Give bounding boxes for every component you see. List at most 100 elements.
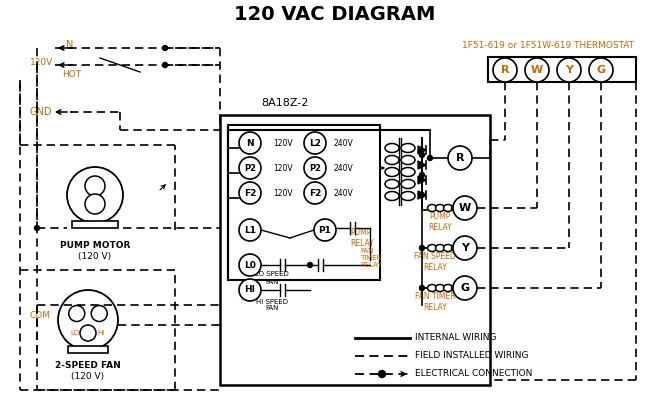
Text: G: G xyxy=(460,283,470,293)
Circle shape xyxy=(163,46,168,51)
Text: 240V: 240V xyxy=(333,139,353,147)
Text: GND: GND xyxy=(30,107,52,117)
Ellipse shape xyxy=(452,245,460,251)
Ellipse shape xyxy=(444,285,452,292)
Ellipse shape xyxy=(427,204,436,212)
Text: FIELD INSTALLED WIRING: FIELD INSTALLED WIRING xyxy=(415,352,529,360)
Text: INTERNAL WIRING: INTERNAL WIRING xyxy=(415,334,496,342)
Text: R: R xyxy=(456,153,464,163)
Polygon shape xyxy=(418,146,426,154)
Circle shape xyxy=(557,58,581,82)
Bar xyxy=(228,125,380,280)
Circle shape xyxy=(419,153,425,158)
Circle shape xyxy=(308,262,312,267)
Text: PUMP MOTOR: PUMP MOTOR xyxy=(60,241,130,249)
Polygon shape xyxy=(418,176,426,184)
Ellipse shape xyxy=(385,179,399,189)
Circle shape xyxy=(239,254,261,276)
Text: Y: Y xyxy=(461,243,469,253)
Text: (120 V): (120 V) xyxy=(72,372,105,382)
Circle shape xyxy=(85,194,105,214)
Text: 120V: 120V xyxy=(273,139,293,147)
Text: (120 V): (120 V) xyxy=(78,251,112,261)
Text: HI: HI xyxy=(97,330,105,336)
Circle shape xyxy=(34,225,40,230)
Ellipse shape xyxy=(436,285,444,292)
Ellipse shape xyxy=(401,191,415,201)
Text: P1: P1 xyxy=(318,225,332,235)
Text: N: N xyxy=(246,139,254,147)
Circle shape xyxy=(448,146,472,170)
Text: 120V: 120V xyxy=(30,57,53,67)
Text: 2-SPEED FAN: 2-SPEED FAN xyxy=(55,362,121,370)
Ellipse shape xyxy=(436,204,444,212)
Text: 1F51-619 or 1F51W-619 THERMOSTAT: 1F51-619 or 1F51W-619 THERMOSTAT xyxy=(462,41,634,49)
Ellipse shape xyxy=(444,204,452,212)
Text: LO SPEED
FAN: LO SPEED FAN xyxy=(255,272,289,285)
Circle shape xyxy=(163,62,168,67)
Text: P2: P2 xyxy=(309,163,321,173)
Text: Y: Y xyxy=(565,65,573,75)
Circle shape xyxy=(58,290,118,350)
Bar xyxy=(68,346,108,353)
Text: N: N xyxy=(66,40,74,50)
Text: PUMP
RELAY: PUMP RELAY xyxy=(350,228,374,248)
Ellipse shape xyxy=(444,245,452,251)
Circle shape xyxy=(85,176,105,196)
Text: FAN SPEED
RELAY: FAN SPEED RELAY xyxy=(414,252,456,272)
Ellipse shape xyxy=(401,179,415,189)
Circle shape xyxy=(314,219,336,241)
Text: F2: F2 xyxy=(244,189,256,197)
Circle shape xyxy=(379,370,385,378)
Text: W: W xyxy=(531,65,543,75)
Bar xyxy=(220,115,490,385)
Circle shape xyxy=(419,173,425,178)
Text: 240V: 240V xyxy=(333,163,353,173)
Ellipse shape xyxy=(401,168,415,176)
Circle shape xyxy=(304,157,326,179)
Ellipse shape xyxy=(452,204,460,212)
Text: P2: P2 xyxy=(244,163,256,173)
Circle shape xyxy=(453,236,477,260)
Text: 240V: 240V xyxy=(333,189,353,197)
Circle shape xyxy=(419,192,425,197)
Circle shape xyxy=(239,279,261,301)
Text: HI: HI xyxy=(245,285,255,295)
Text: HI SPEED
FAN: HI SPEED FAN xyxy=(256,298,288,311)
Text: LO: LO xyxy=(70,330,80,336)
Text: ELECTRICAL CONNECTION: ELECTRICAL CONNECTION xyxy=(415,370,533,378)
Polygon shape xyxy=(418,191,426,199)
Ellipse shape xyxy=(401,155,415,165)
Polygon shape xyxy=(418,161,426,169)
Text: HOT: HOT xyxy=(62,70,81,78)
Circle shape xyxy=(239,219,261,241)
Circle shape xyxy=(304,182,326,204)
Text: L2: L2 xyxy=(309,139,321,147)
Text: 8A18Z-2: 8A18Z-2 xyxy=(261,98,309,108)
Bar xyxy=(72,221,118,228)
Text: R: R xyxy=(500,65,509,75)
Text: L0: L0 xyxy=(244,261,256,269)
Text: FAN
TIMER
RELAY: FAN TIMER RELAY xyxy=(360,248,382,268)
Text: 120V: 120V xyxy=(273,163,293,173)
Ellipse shape xyxy=(385,155,399,165)
Ellipse shape xyxy=(385,143,399,153)
Circle shape xyxy=(493,58,517,82)
Circle shape xyxy=(69,305,84,321)
Circle shape xyxy=(419,246,425,251)
Circle shape xyxy=(304,132,326,154)
Ellipse shape xyxy=(427,285,436,292)
Ellipse shape xyxy=(385,191,399,201)
Text: W: W xyxy=(459,203,471,213)
Text: PUMP
RELAY: PUMP RELAY xyxy=(428,212,452,232)
Ellipse shape xyxy=(427,245,436,251)
Text: G: G xyxy=(596,65,606,75)
Ellipse shape xyxy=(385,168,399,176)
Text: 120 VAC DIAGRAM: 120 VAC DIAGRAM xyxy=(234,5,436,23)
Circle shape xyxy=(239,132,261,154)
Circle shape xyxy=(419,285,425,290)
Circle shape xyxy=(453,276,477,300)
Circle shape xyxy=(67,167,123,223)
Text: COM: COM xyxy=(30,310,51,320)
Text: FAN TIMER
RELAY: FAN TIMER RELAY xyxy=(415,292,456,312)
